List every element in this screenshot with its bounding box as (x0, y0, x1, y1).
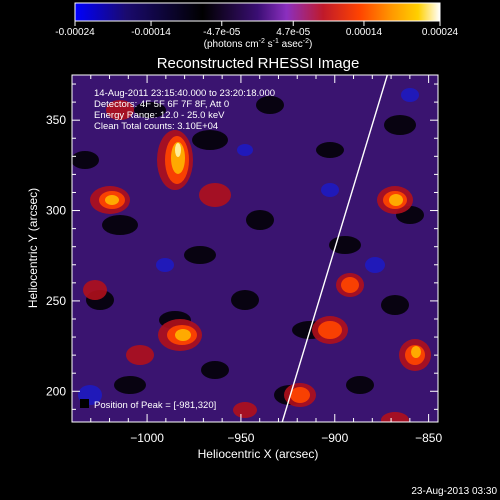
peak-position-label: Position of Peak = [-981,320] (94, 400, 216, 411)
x-axis-ticks: −1000 −950 −900 −850 (90, 75, 442, 445)
x-tick-label: −1000 (130, 431, 164, 445)
heatmap-blob (106, 100, 134, 120)
annotation-clean-counts: Clean Total counts: 3.10E+04 (94, 121, 218, 132)
heatmap-blob (316, 142, 344, 158)
heatmap-blob (105, 195, 119, 205)
colorbar-tick-label: -0.00014 (131, 27, 171, 38)
heatmap-blob (381, 295, 409, 315)
heatmap-blob (171, 142, 185, 174)
colorbar-tick-label: 0.00014 (346, 27, 383, 38)
colorbar-tick-label: 4.7e-05 (276, 27, 310, 38)
y-tick-label: 350 (46, 113, 66, 127)
heatmap-blob (401, 88, 419, 102)
heatmap-image (72, 88, 431, 422)
heatmap-blob (199, 183, 231, 207)
heatmap-blob (156, 258, 174, 272)
y-axis-ticks: 200 250 300 350 (46, 83, 438, 410)
heatmap-blob (384, 115, 416, 135)
heatmap-blob (389, 194, 403, 206)
heatmap-blob (411, 346, 421, 358)
x-tick-label: −850 (415, 431, 442, 445)
heatmap-blob (231, 290, 259, 310)
heatmap-blob (102, 215, 138, 235)
heatmap-blob (72, 151, 99, 169)
chart-title: Reconstructed RHESSI Image (157, 55, 360, 72)
footer-timestamp: 23-Aug-2013 03:30 (411, 486, 497, 497)
heatmap-blob (184, 246, 216, 264)
plot-frame (71, 74, 439, 423)
colorbar-tick-label: -4.7e-05 (203, 27, 241, 38)
x-axis-label: Heliocentric X (arcsec) (198, 447, 319, 461)
heatmap-blob (201, 361, 229, 379)
heatmap-blob (83, 280, 107, 300)
heatmap-blob (256, 96, 284, 114)
colorbar-units: (photons cm-2 s-1 asec-2) (204, 38, 313, 50)
y-tick-label: 200 (46, 384, 66, 398)
heatmap-blob (192, 130, 228, 150)
annotation-detectors: Detectors: 4F 5F 6F 7F 8F, Att 0 (94, 99, 229, 110)
heatmap-blob (381, 412, 409, 422)
heatmap-blob (346, 376, 374, 394)
solar-limb-line (281, 75, 388, 422)
y-axis-label: Heliocentric Y (arcsec) (26, 188, 40, 308)
heatmap-blob (175, 143, 181, 157)
heatmap-blob (233, 402, 257, 418)
heatmap-blob (175, 329, 191, 341)
y-tick-label: 250 (46, 294, 66, 308)
heatmap-blob (318, 321, 342, 339)
annotation-time-range: 14-Aug-2011 23:15:40.000 to 23:20:18.000 (94, 88, 275, 99)
heatmap-blob (134, 102, 166, 118)
heatmap-blob (237, 144, 253, 156)
colorbar-ticks: -0.00024 -0.00014 -4.7e-05 4.7e-05 0.00014 0.… (55, 21, 459, 38)
annotation-energy-range: Energy Range: 12.0 - 25.0 keV (94, 110, 225, 121)
peak-marker-icon (80, 399, 89, 408)
heatmap-blob (290, 387, 310, 403)
heatmap-blob (126, 345, 154, 365)
y-tick-label: 300 (46, 204, 66, 218)
colorbar-tick-label: 0.00024 (422, 27, 459, 38)
heatmap-background (72, 75, 438, 422)
colorbar-tick-label: -0.00024 (55, 27, 95, 38)
heatmap-blob (114, 376, 146, 394)
heatmap-blob (246, 210, 274, 230)
heatmap-blob (341, 277, 359, 293)
x-tick-label: −950 (227, 431, 254, 445)
heatmap-blob (365, 257, 385, 273)
heatmap-blob (321, 183, 339, 197)
x-tick-label: −900 (321, 431, 348, 445)
colorbar (74, 2, 441, 22)
